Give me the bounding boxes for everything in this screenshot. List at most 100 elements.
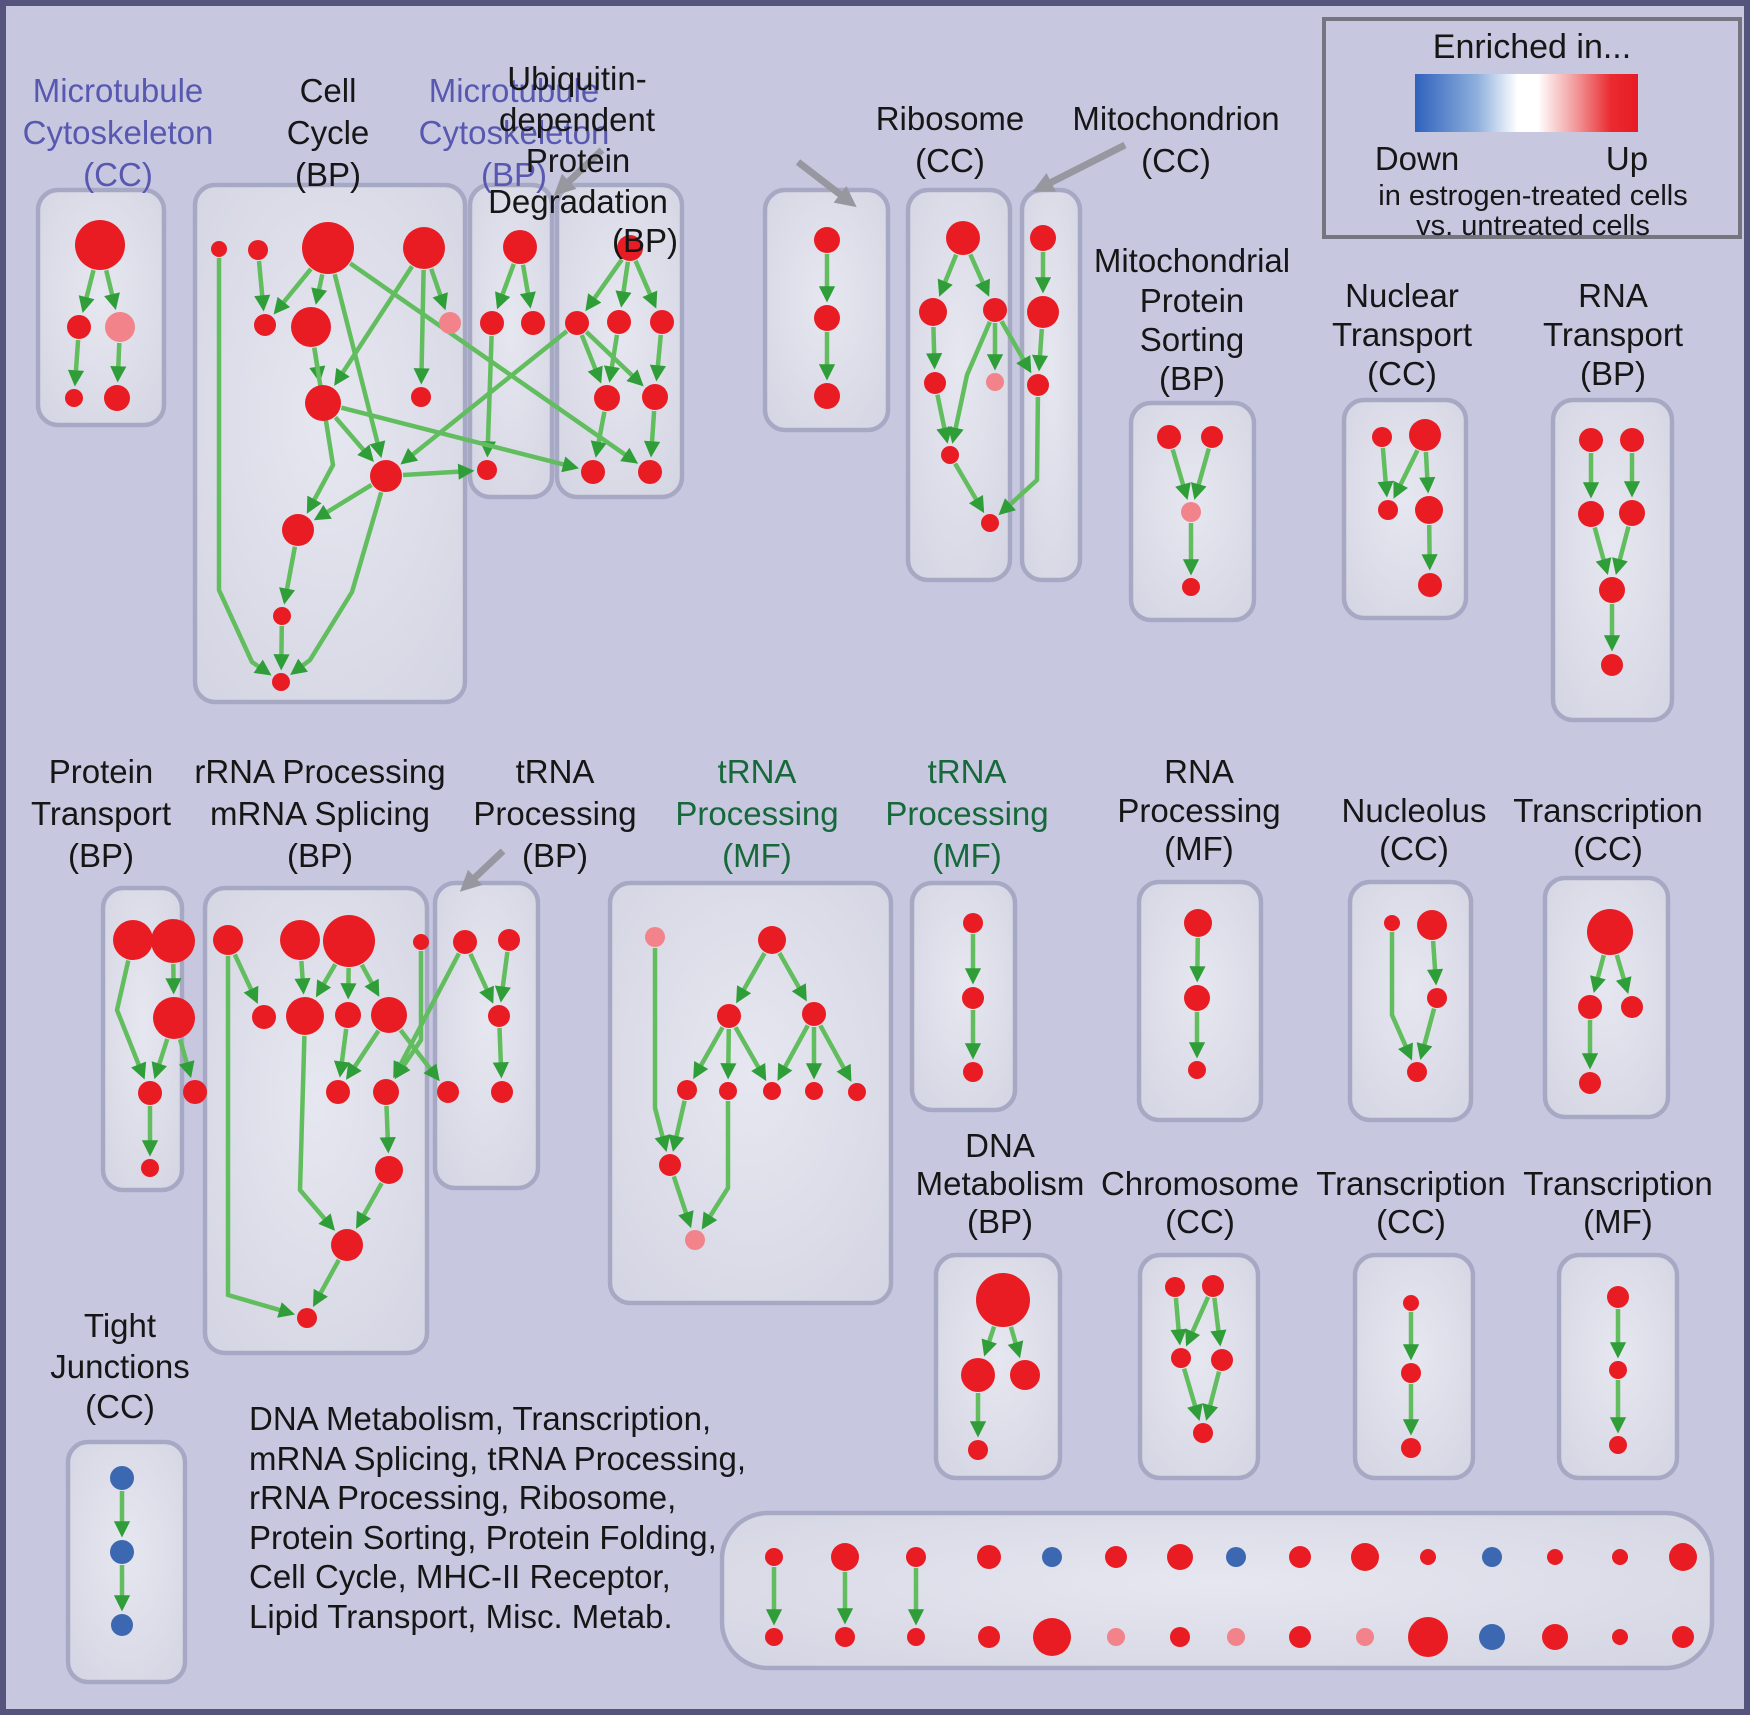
go-term-node <box>371 997 407 1033</box>
cluster-label-transcription-cc-1: Transcription (CC) <box>1513 792 1703 867</box>
edge-arrow <box>701 1101 731 1230</box>
edge-arrow <box>1007 1326 1024 1359</box>
legend-up-label: Up <box>1606 140 1648 177</box>
go-term-node <box>138 1081 162 1105</box>
edge-arrow <box>649 334 666 382</box>
go-term-node <box>151 919 195 963</box>
go-term-node <box>373 1079 399 1105</box>
go-term-node <box>1107 1628 1125 1646</box>
go-term-node <box>488 1005 510 1027</box>
go-term-node <box>75 220 125 270</box>
go-term-node <box>1378 500 1398 520</box>
go-term-node <box>594 385 620 411</box>
go-term-node <box>1403 1295 1419 1311</box>
go-term-node <box>1372 427 1392 447</box>
edge-arrow <box>333 415 374 463</box>
go-term-node <box>498 929 520 951</box>
go-term-node <box>1351 1543 1379 1571</box>
go-term-node <box>1601 654 1623 676</box>
edge-arrow <box>297 1035 336 1231</box>
go-term-node <box>963 1062 983 1082</box>
cluster-label-dna-metabolism-bp: DNA Metabolism (BP) <box>916 1127 1085 1240</box>
go-term-node <box>831 1543 859 1571</box>
go-term-node <box>835 1627 855 1647</box>
go-term-node <box>906 1547 926 1567</box>
go-term-node <box>503 230 537 264</box>
go-term-node <box>477 460 497 480</box>
edge-arrow <box>633 259 658 309</box>
go-term-node <box>1407 1062 1427 1082</box>
go-term-node <box>273 607 291 625</box>
cluster-label-rna-transport-bp: RNA Transport (BP) <box>1543 277 1683 392</box>
go-term-node <box>1211 1349 1233 1371</box>
go-term-node <box>565 311 589 335</box>
edge-arrow <box>279 546 298 605</box>
go-term-node <box>113 920 153 960</box>
go-term-node <box>305 385 341 421</box>
go-term-node <box>272 673 290 691</box>
go-term-node <box>650 310 674 334</box>
go-term-node <box>1619 500 1645 526</box>
go-term-node <box>1621 996 1643 1018</box>
edge-arrow <box>359 963 380 997</box>
edge-arrow <box>935 394 953 444</box>
cluster-label-ribosome-cc: Ribosome (CC) <box>876 100 1025 179</box>
go-term-node <box>1579 1072 1601 1094</box>
go-term-node <box>1227 1628 1245 1646</box>
go-term-node <box>617 235 643 261</box>
edge-arrow <box>110 342 127 383</box>
cluster-box-nuclear-transport-cc <box>1341 397 1469 621</box>
cluster-box-dna-metabolism-bp <box>933 1252 1063 1481</box>
edge-arrow <box>334 265 414 386</box>
go-term-node <box>848 1083 866 1101</box>
edge-arrow <box>999 320 1032 374</box>
go-term-node <box>765 1548 783 1566</box>
edge-arrow <box>1190 447 1211 500</box>
go-term-node <box>1587 909 1633 955</box>
cluster-box-rrna-mrna-bp <box>202 885 430 1356</box>
edge-arrow <box>579 334 603 384</box>
go-term-node <box>1427 988 1447 1008</box>
edge-arrow <box>953 462 985 514</box>
cluster-box-chromosome-cc <box>1137 1252 1261 1481</box>
go-term-node <box>1042 1547 1062 1567</box>
ubiquitin-arrow-right <box>795 159 857 208</box>
go-term-node <box>981 514 999 532</box>
edge-arrow <box>273 625 290 671</box>
go-term-node <box>254 314 276 336</box>
go-term-node <box>1184 985 1210 1011</box>
cluster-label-chromosome-cc: Chromosome (CC) <box>1101 1165 1299 1240</box>
go-term-node <box>638 460 662 484</box>
go-term-node <box>453 930 477 954</box>
edge-arrow <box>519 264 536 309</box>
edge-arrow <box>1612 526 1631 575</box>
edge-arrow <box>311 273 328 305</box>
edge-arrow <box>67 339 85 387</box>
edge-arrow <box>492 1027 509 1079</box>
edge-arrow <box>720 1028 737 1080</box>
edge-arrow <box>494 951 511 1003</box>
edge-arrow <box>998 396 1041 516</box>
go-term-node <box>677 1080 697 1100</box>
edge-arrow <box>356 1181 384 1229</box>
go-term-node <box>1010 1360 1040 1390</box>
labels-layer: Microtubule Cytoskeleton (CC) Cell Cycle (BP)… <box>23 60 1713 1635</box>
cluster-label-nuclear-transport-cc: Nuclear Transport (CC) <box>1332 277 1472 392</box>
edge-arrow <box>254 260 271 312</box>
cluster-label-nucleolus-cc: Nucleolus (CC) <box>1342 792 1487 867</box>
edge-arrow <box>1170 448 1191 501</box>
go-term-node <box>1202 1275 1224 1297</box>
edge-arrow <box>393 952 461 1079</box>
cluster-label-mitochondrion-cc: Mitochondrion (CC) <box>1072 100 1279 179</box>
edge-arrow <box>312 1258 341 1307</box>
go-term-node <box>659 1154 681 1176</box>
edge-arrow <box>733 1026 767 1082</box>
edge-arrow <box>104 269 120 310</box>
go-term-node <box>1612 1549 1628 1565</box>
go-term-node <box>1170 1627 1190 1647</box>
go-term-node <box>1669 1543 1697 1571</box>
cluster-box-microtubule-cc <box>35 187 167 428</box>
go-term-node <box>1579 428 1603 452</box>
go-term-node <box>1188 1061 1206 1079</box>
